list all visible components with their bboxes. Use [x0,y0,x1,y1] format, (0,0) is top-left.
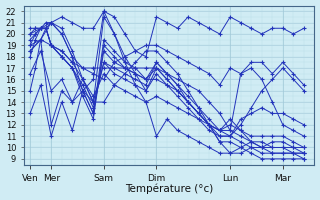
X-axis label: Température (°c): Température (°c) [125,184,213,194]
